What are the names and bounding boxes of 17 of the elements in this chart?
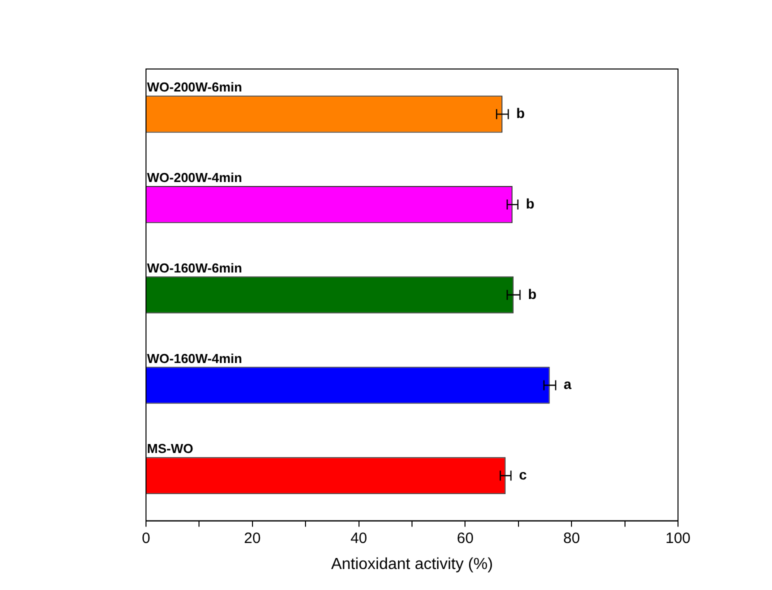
x-tick-label: 80 [563,530,580,547]
annotation: b [528,286,537,302]
x-axis-title: Antioxidant activity (%) [331,556,493,573]
y-tick-label: WO-200W-4min [147,170,242,186]
x-tick-label: 60 [456,530,474,547]
y-tick-label: WO-200W-6min [147,80,242,95]
y-tick-label: MS-WO [147,441,194,456]
x-tick-label: 0 [142,530,150,547]
x-tick-label: 100 [665,530,691,547]
y-tick-label: WO-160W-4min [147,350,242,366]
x-tick-label: 40 [350,530,368,547]
x-tick-label: 20 [244,530,261,547]
y-tick-label: WO-160W-6min [147,260,242,276]
annotation: b [516,105,525,122]
annotation: a [564,376,572,392]
annotation: c [518,466,527,482]
annotation: b [526,195,534,212]
